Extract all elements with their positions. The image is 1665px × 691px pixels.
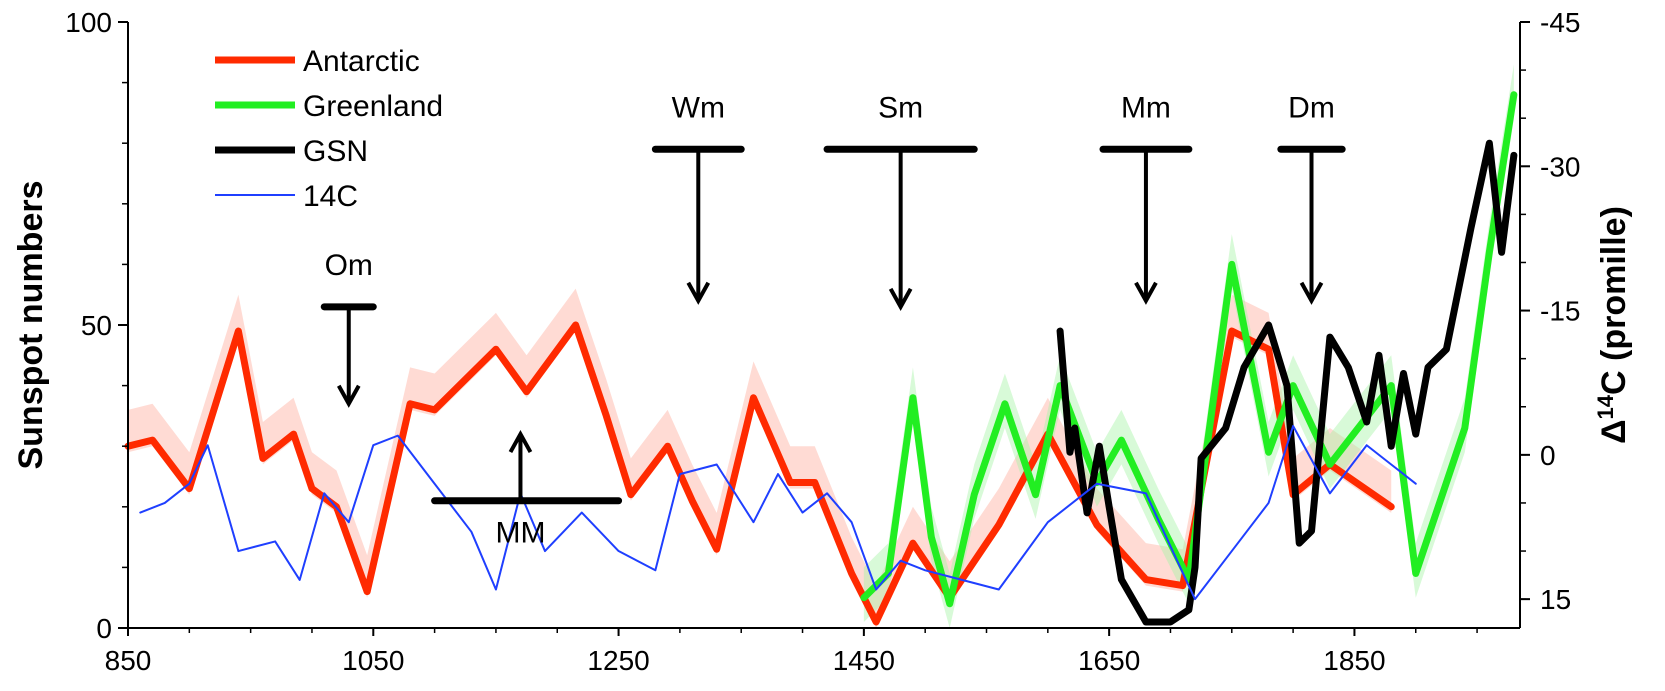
arrow-head: [1299, 281, 1324, 305]
annotation-label: Mm: [1121, 91, 1171, 124]
legend: Antarctic Greenland GSN 14C: [215, 45, 443, 213]
annotation-label: Wm: [672, 91, 725, 124]
y2-tick-label: -15: [1540, 296, 1580, 327]
annotation-label: MM: [495, 517, 545, 550]
x-tick-label: 1250: [587, 645, 649, 676]
y2-tick-label: -30: [1540, 151, 1580, 182]
greenland-uncertainty-band: [863, 64, 1514, 629]
y-tick-label: 50: [81, 310, 112, 341]
arrow-head: [888, 287, 913, 311]
series-line-antarctic: [124, 321, 1395, 626]
annotation-label: Sm: [878, 91, 923, 124]
y2-axis-title: Δ14C (promille): [1593, 206, 1634, 444]
legend-label-gsn: GSN: [303, 135, 368, 168]
y2-tick-label: 0: [1540, 440, 1556, 471]
arrow-head: [1134, 281, 1158, 305]
arrow-head: [686, 281, 711, 305]
annotation-mm: Mm: [1099, 91, 1193, 305]
annotation-mm: MM: [431, 429, 623, 550]
y2-tick-label: 15: [1540, 584, 1571, 615]
axis-layer: 850 1050 1250 1450 1650 1850 0 50 100 -45 -30 -15 0 1…: [12, 7, 1633, 676]
annotation-sm: Sm: [823, 91, 978, 311]
x-tick-label: 1050: [342, 645, 404, 676]
x-tick-label: 1850: [1323, 645, 1385, 676]
annotation-om: Om: [320, 249, 377, 408]
annotation-label: Om: [325, 249, 373, 282]
y2-title-suffix: C (promille): [1595, 206, 1633, 395]
arrow-head: [508, 429, 533, 454]
annotation-wm: Wm: [651, 91, 745, 305]
x-tick-label: 1450: [833, 645, 895, 676]
x-tick-label: 850: [105, 645, 152, 676]
y-tick-label: 100: [65, 7, 112, 38]
y2-title-sup: 14: [1593, 394, 1618, 419]
annotation-layer: Om MM Wm Sm Mm Dm: [320, 91, 1346, 550]
y-tick-label: 0: [96, 613, 112, 644]
series-layer: [124, 64, 1518, 629]
legend-label-14c: 14C: [303, 180, 358, 213]
legend-label-greenland: Greenland: [303, 90, 443, 123]
series-line-14c: [139, 425, 1417, 601]
y2-title-prefix: Δ: [1595, 419, 1633, 443]
antarctic-uncertainty-band: [128, 288, 1392, 628]
annotation-dm: Dm: [1277, 91, 1346, 305]
x-tick-label: 1650: [1078, 645, 1140, 676]
legend-label-antarctic: Antarctic: [303, 45, 420, 78]
series-line-greenland: [860, 91, 1518, 608]
annotation-label: Dm: [1288, 91, 1335, 124]
arrow-head: [337, 384, 361, 408]
y-axis-title: Sunspot numbers: [12, 180, 50, 469]
y2-tick-label: -45: [1540, 7, 1580, 38]
